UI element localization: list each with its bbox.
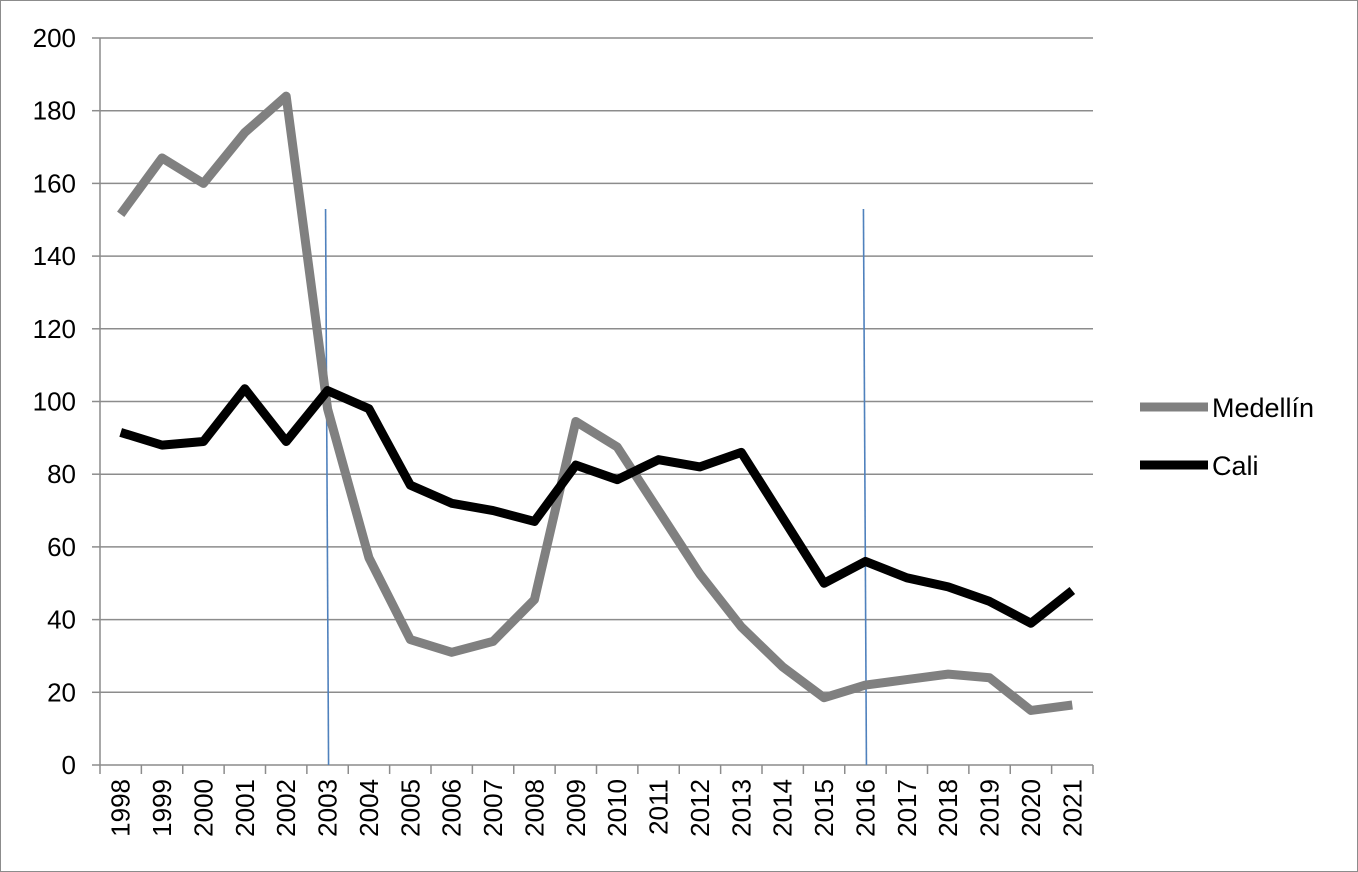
x-tick-label: 2015 — [809, 779, 839, 837]
y-tick-label: 80 — [47, 459, 76, 489]
y-tick-label: 120 — [33, 314, 76, 344]
series-lines — [117, 91, 1076, 715]
x-tick-label: 2006 — [437, 779, 467, 837]
y-tick-labels: 0 20 40 60 80 100 120 140 160 180 200 — [33, 23, 76, 780]
y-tick-label: 60 — [47, 532, 76, 562]
marker-line-2003 — [324, 208, 330, 766]
x-tick-label: 1998 — [106, 779, 136, 837]
x-tick-label: 2000 — [188, 779, 218, 837]
x-tick-label: 2020 — [1016, 779, 1046, 837]
legend-label-cali: Cali — [1212, 451, 1259, 481]
x-tick-label: 2021 — [1057, 779, 1087, 837]
legend: Medellín Cali — [1140, 393, 1314, 481]
series-line-medellin — [117, 91, 1073, 715]
x-tick-label: 2008 — [519, 779, 549, 837]
x-tick-label: 2007 — [478, 779, 508, 837]
x-tick-label: 1999 — [147, 779, 177, 837]
series-line-cali — [119, 384, 1076, 628]
y-tick-label: 40 — [47, 605, 76, 635]
x-tick-label: 2017 — [892, 779, 922, 837]
x-tick-label: 2003 — [313, 779, 343, 837]
x-tick-label: 2012 — [685, 779, 715, 837]
x-tick-label: 2005 — [395, 779, 425, 837]
x-tick-label: 2016 — [850, 779, 880, 837]
vertical-markers — [324, 208, 868, 766]
marker-line-2016 — [862, 208, 868, 766]
x-tick-label: 2001 — [230, 779, 260, 837]
x-tick-label: 2018 — [933, 779, 963, 837]
x-tick-label: 2004 — [354, 779, 384, 837]
y-tick-label: 200 — [33, 23, 76, 53]
x-tick-label: 2011 — [644, 779, 674, 835]
legend-label-medellin: Medellín — [1212, 393, 1314, 423]
x-tick-label: 2002 — [271, 779, 301, 837]
y-tick-label: 160 — [33, 168, 76, 198]
y-tick-label: 140 — [33, 241, 76, 271]
y-tick-label: 100 — [33, 387, 76, 417]
x-tick-labels: 1998 1999 2000 2001 2002 2003 2004 2005 2006 2007… — [106, 779, 1088, 837]
x-tick-label: 2014 — [768, 779, 798, 837]
x-tick-label: 2019 — [975, 779, 1005, 837]
x-tick-label: 2009 — [561, 779, 591, 837]
axes — [92, 37, 1094, 774]
gridlines — [100, 37, 1093, 694]
y-tick-label: 0 — [62, 750, 76, 780]
x-tick-label: 2013 — [726, 779, 756, 837]
y-tick-label: 180 — [33, 96, 76, 126]
x-tick-label: 2010 — [602, 779, 632, 837]
y-tick-label: 20 — [47, 677, 76, 707]
